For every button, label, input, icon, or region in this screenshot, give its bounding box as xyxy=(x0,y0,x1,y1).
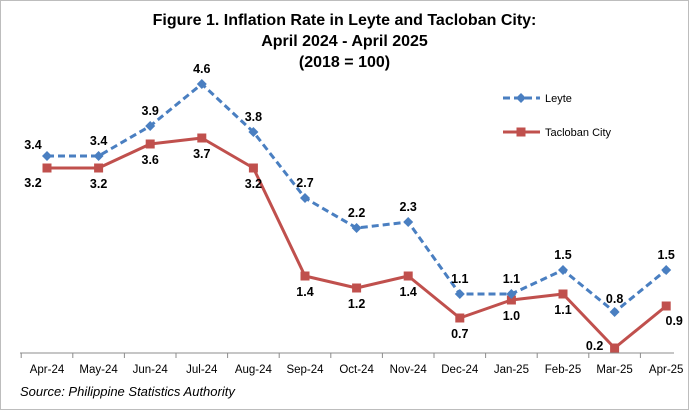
leyte-marker xyxy=(248,127,259,137)
tacloban-city-marker xyxy=(352,283,362,293)
leyte-data-label: 1.5 xyxy=(658,248,675,262)
tacloban-city-marker xyxy=(610,343,620,353)
tacloban-city-marker xyxy=(558,289,568,299)
x-tick-label: Apr-24 xyxy=(30,364,65,376)
tacloban-city-marker xyxy=(661,301,671,311)
leyte-marker xyxy=(403,217,414,227)
chart-title-line-2: April 2024 - April 2025 xyxy=(261,33,428,50)
chart-title: Figure 1. Inflation Rate in Leyte and Ta… xyxy=(0,10,689,73)
tacloban-city-marker xyxy=(145,139,155,149)
leyte-marker xyxy=(300,193,310,203)
x-tick-label: Dec-24 xyxy=(441,364,479,376)
tacloban-city-data-label: 0.9 xyxy=(666,314,683,328)
leyte-data-label: 1.1 xyxy=(451,272,468,286)
leyte-marker xyxy=(196,79,207,89)
tacloban-city-data-label: 0.7 xyxy=(451,327,468,341)
x-tick-label: Oct-24 xyxy=(339,364,374,376)
tacloban-city-data-label: 3.2 xyxy=(90,177,107,191)
x-tick-label: Jul-24 xyxy=(186,364,218,376)
x-tick-label: Jan-25 xyxy=(494,364,529,376)
tacloban-city-marker xyxy=(248,163,258,173)
leyte-marker xyxy=(42,151,52,161)
tacloban-city-marker xyxy=(455,313,465,323)
leyte-data-label: 4.6 xyxy=(193,62,210,76)
leyte-data-label: 1.5 xyxy=(554,248,571,262)
legend-tacloban-city-label: Tacloban City xyxy=(545,127,612,139)
leyte-line xyxy=(47,82,668,314)
tacloban-city-data-label: 1.4 xyxy=(400,285,417,299)
legend-tacloban-city-marker xyxy=(516,127,526,137)
x-tick-label: May-24 xyxy=(79,364,118,376)
tacloban-city-marker xyxy=(94,163,104,173)
leyte-data-label: 3.8 xyxy=(245,110,262,124)
x-tick-label: Mar-25 xyxy=(596,364,632,376)
leyte-marker xyxy=(93,151,104,161)
leyte-data-label: 3.9 xyxy=(142,104,159,118)
tacloban-city-data-label: 1.0 xyxy=(503,309,520,323)
legend-leyte-marker xyxy=(516,93,526,103)
legend-leyte-label: Leyte xyxy=(545,93,572,105)
chart-title-line-3: (2018 = 100) xyxy=(298,54,391,71)
leyte-data-label: 0.8 xyxy=(606,292,623,306)
leyte-marker xyxy=(351,223,362,233)
tacloban-city-marker xyxy=(506,295,516,305)
x-tick-label: Jun-24 xyxy=(133,364,169,376)
leyte-marker xyxy=(661,265,672,275)
tacloban-city-line xyxy=(47,136,668,350)
tacloban-city-marker xyxy=(42,163,52,173)
tacloban-city-data-label: 3.2 xyxy=(24,176,41,190)
x-tick-label: Aug-24 xyxy=(235,364,273,376)
x-tick-label: Feb-25 xyxy=(545,364,581,376)
leyte-data-label: 2.3 xyxy=(400,200,417,214)
leyte-marker xyxy=(506,289,517,299)
leyte-data-label: 2.2 xyxy=(348,206,365,220)
leyte-data-label: 3.4 xyxy=(90,134,107,148)
tacloban-city-data-label: 3.2 xyxy=(245,177,262,191)
tacloban-city-data-label: 1.1 xyxy=(554,303,571,317)
tacloban-city-data-label: 3.7 xyxy=(193,147,210,161)
x-tick-label: Apr-25 xyxy=(649,364,684,376)
leyte-marker xyxy=(558,265,568,275)
tacloban-city-marker xyxy=(300,271,310,281)
chart-title-line-1: Figure 1. Inflation Rate in Leyte and Ta… xyxy=(152,12,537,29)
tacloban-city-data-label: 1.2 xyxy=(348,297,365,311)
x-tick-label: Sep-24 xyxy=(286,364,324,376)
leyte-data-label: 1.1 xyxy=(503,272,520,286)
leyte-data-label: 2.7 xyxy=(296,176,313,190)
leyte-marker xyxy=(609,307,620,317)
tacloban-city-data-label: 0.2 xyxy=(586,339,603,353)
tacloban-city-marker xyxy=(403,271,413,281)
tacloban-city-marker xyxy=(197,133,207,143)
leyte-marker xyxy=(454,289,465,299)
source-note: Source: Philippine Statistics Authority xyxy=(20,384,235,399)
x-tick-label: Nov-24 xyxy=(390,364,428,376)
tacloban-city-data-label: 3.6 xyxy=(142,153,159,167)
leyte-marker xyxy=(145,121,156,131)
tacloban-city-data-label: 1.4 xyxy=(296,285,313,299)
leyte-data-label: 3.4 xyxy=(24,138,41,152)
